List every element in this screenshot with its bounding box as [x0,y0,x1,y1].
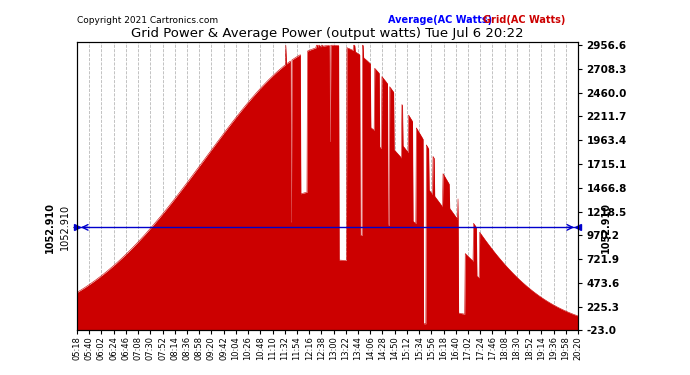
Title: Grid Power & Average Power (output watts) Tue Jul 6 20:22: Grid Power & Average Power (output watts… [131,27,524,40]
Text: Grid(AC Watts): Grid(AC Watts) [483,15,565,25]
Text: Average(AC Watts): Average(AC Watts) [388,15,492,25]
Text: 1052.910: 1052.910 [44,202,55,253]
Text: Copyright 2021 Cartronics.com: Copyright 2021 Cartronics.com [77,16,218,25]
Text: 1052.910: 1052.910 [600,202,611,253]
